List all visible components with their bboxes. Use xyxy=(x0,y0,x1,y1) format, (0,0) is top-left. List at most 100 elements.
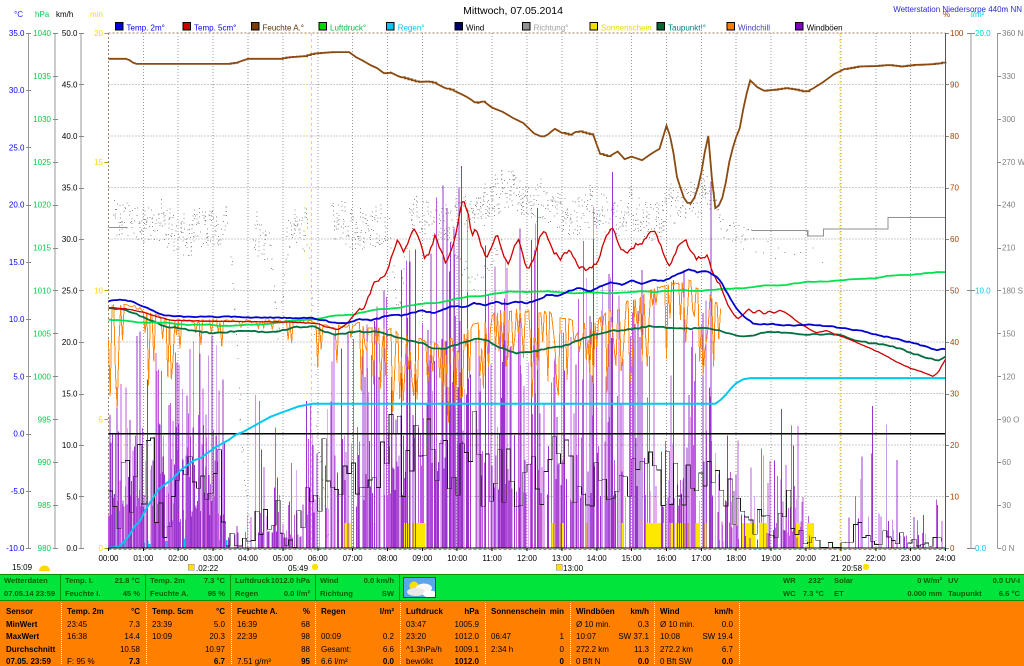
svg-text:985: 985 xyxy=(38,501,52,510)
svg-text:Regen°: Regen° xyxy=(398,24,425,33)
svg-text:02:00: 02:00 xyxy=(168,554,189,563)
svg-text:16:00: 16:00 xyxy=(656,554,677,563)
svg-text:35.0: 35.0 xyxy=(9,29,25,38)
svg-text:04:00: 04:00 xyxy=(238,554,259,563)
svg-text:-5.0: -5.0 xyxy=(11,487,25,496)
svg-text:13:00: 13:00 xyxy=(552,554,573,563)
svg-text:°: ° xyxy=(1005,7,1008,16)
svg-text:20.0: 20.0 xyxy=(9,201,25,210)
svg-text:1000: 1000 xyxy=(33,372,51,381)
svg-text:Feuchte A.°: Feuchte A.° xyxy=(263,24,304,33)
svg-text:17:00: 17:00 xyxy=(691,554,712,563)
svg-text:-10.0: -10.0 xyxy=(6,544,25,553)
svg-text:980: 980 xyxy=(38,544,52,553)
svg-text:20.0: 20.0 xyxy=(62,338,78,347)
svg-text:10:00: 10:00 xyxy=(447,554,468,563)
svg-text:0 N: 0 N xyxy=(1002,544,1015,553)
svg-text:08:00: 08:00 xyxy=(377,554,398,563)
svg-text:18:00: 18:00 xyxy=(726,554,747,563)
svg-text:09:00: 09:00 xyxy=(412,554,433,563)
svg-text:20: 20 xyxy=(94,29,103,38)
svg-text:1015: 1015 xyxy=(33,244,51,253)
svg-text:1005: 1005 xyxy=(33,329,51,338)
svg-text:300: 300 xyxy=(1002,115,1016,124)
svg-text:20:58: 20:58 xyxy=(842,564,863,573)
svg-text:%: % xyxy=(943,10,950,19)
svg-text:24:00: 24:00 xyxy=(935,554,956,563)
svg-text:19:00: 19:00 xyxy=(761,554,782,563)
svg-text:Taupunkt!°: Taupunkt!° xyxy=(668,24,706,33)
svg-text:03:00: 03:00 xyxy=(203,554,224,563)
svg-text:20:00: 20:00 xyxy=(796,554,817,563)
svg-text:0.0: 0.0 xyxy=(975,544,987,553)
svg-text:30: 30 xyxy=(950,390,959,399)
svg-text:Temp. 2m°: Temp. 2m° xyxy=(127,24,165,33)
svg-text:60: 60 xyxy=(1002,458,1011,467)
svg-text:21:00: 21:00 xyxy=(831,554,852,563)
svg-text:40.0: 40.0 xyxy=(62,132,78,141)
svg-text:07:00: 07:00 xyxy=(343,554,364,563)
svg-text:22:00: 22:00 xyxy=(866,554,887,563)
svg-text:240: 240 xyxy=(1002,201,1016,210)
svg-text:20: 20 xyxy=(950,441,959,450)
svg-text:120: 120 xyxy=(1002,372,1016,381)
svg-text:330: 330 xyxy=(1002,72,1016,81)
svg-text:35.0: 35.0 xyxy=(62,184,78,193)
svg-text:5.0: 5.0 xyxy=(66,493,78,502)
svg-text:5: 5 xyxy=(99,415,104,424)
svg-text:60: 60 xyxy=(950,235,959,244)
svg-text:15.0: 15.0 xyxy=(9,258,25,267)
svg-text:hPa: hPa xyxy=(35,10,50,19)
svg-text:Mittwoch, 07.05.2014: Mittwoch, 07.05.2014 xyxy=(463,5,563,17)
svg-text:11:00: 11:00 xyxy=(482,554,502,563)
svg-text:km/h: km/h xyxy=(56,10,73,19)
svg-text:05:00: 05:00 xyxy=(273,554,294,563)
svg-text:50: 50 xyxy=(950,287,959,296)
svg-text:06:00: 06:00 xyxy=(308,554,329,563)
svg-text:30: 30 xyxy=(1002,501,1011,510)
svg-text:90 O: 90 O xyxy=(1002,415,1019,424)
svg-text:15:09: 15:09 xyxy=(12,563,33,572)
svg-text:1020: 1020 xyxy=(33,201,51,210)
svg-text:15:00: 15:00 xyxy=(622,554,643,563)
svg-text:Windchill: Windchill xyxy=(738,24,770,33)
svg-text:12:00: 12:00 xyxy=(517,554,538,563)
svg-text:13:00: 13:00 xyxy=(563,564,584,573)
svg-text:23:00: 23:00 xyxy=(901,554,922,563)
svg-text:1010: 1010 xyxy=(33,287,51,296)
svg-text:5.0: 5.0 xyxy=(13,372,25,381)
svg-text:min: min xyxy=(90,10,103,19)
svg-text:10: 10 xyxy=(94,287,103,296)
svg-text:05:49: 05:49 xyxy=(288,564,309,573)
svg-text:990: 990 xyxy=(38,458,52,467)
svg-text:0.0: 0.0 xyxy=(13,430,25,439)
svg-text:10.0: 10.0 xyxy=(9,315,25,324)
svg-text:1040: 1040 xyxy=(33,29,51,38)
svg-text:10.0: 10.0 xyxy=(62,441,78,450)
svg-text:270 W: 270 W xyxy=(1002,158,1024,167)
svg-text:14:00: 14:00 xyxy=(587,554,608,563)
svg-text:80: 80 xyxy=(950,132,959,141)
svg-text:1025: 1025 xyxy=(33,158,51,167)
svg-text:Luftdruck°: Luftdruck° xyxy=(330,24,366,33)
svg-text:210: 210 xyxy=(1002,244,1016,253)
svg-text:995: 995 xyxy=(38,415,52,424)
svg-text:100: 100 xyxy=(950,29,964,38)
svg-text:Windböen: Windböen xyxy=(807,24,843,33)
svg-text:Wetterstation Niedersorpe 440m: Wetterstation Niedersorpe 440m NN xyxy=(893,5,1022,14)
svg-text:0.0: 0.0 xyxy=(66,544,78,553)
svg-text:360 N: 360 N xyxy=(1002,29,1024,38)
svg-text:30.0: 30.0 xyxy=(62,235,78,244)
svg-text:Temp. 5cm°: Temp. 5cm° xyxy=(194,24,236,33)
svg-text:10.0: 10.0 xyxy=(975,287,991,296)
svg-text:°C: °C xyxy=(14,10,23,19)
svg-text:l/m²: l/m² xyxy=(971,10,985,19)
svg-text:20.0: 20.0 xyxy=(975,29,991,38)
svg-text:40: 40 xyxy=(950,338,959,347)
svg-text:30.0: 30.0 xyxy=(9,86,25,95)
svg-text:180 S: 180 S xyxy=(1002,287,1023,296)
svg-text:90: 90 xyxy=(950,81,959,90)
svg-text:0: 0 xyxy=(99,544,104,553)
svg-text:45.0: 45.0 xyxy=(62,81,78,90)
svg-text:Sonnenschein: Sonnenschein xyxy=(601,24,652,33)
